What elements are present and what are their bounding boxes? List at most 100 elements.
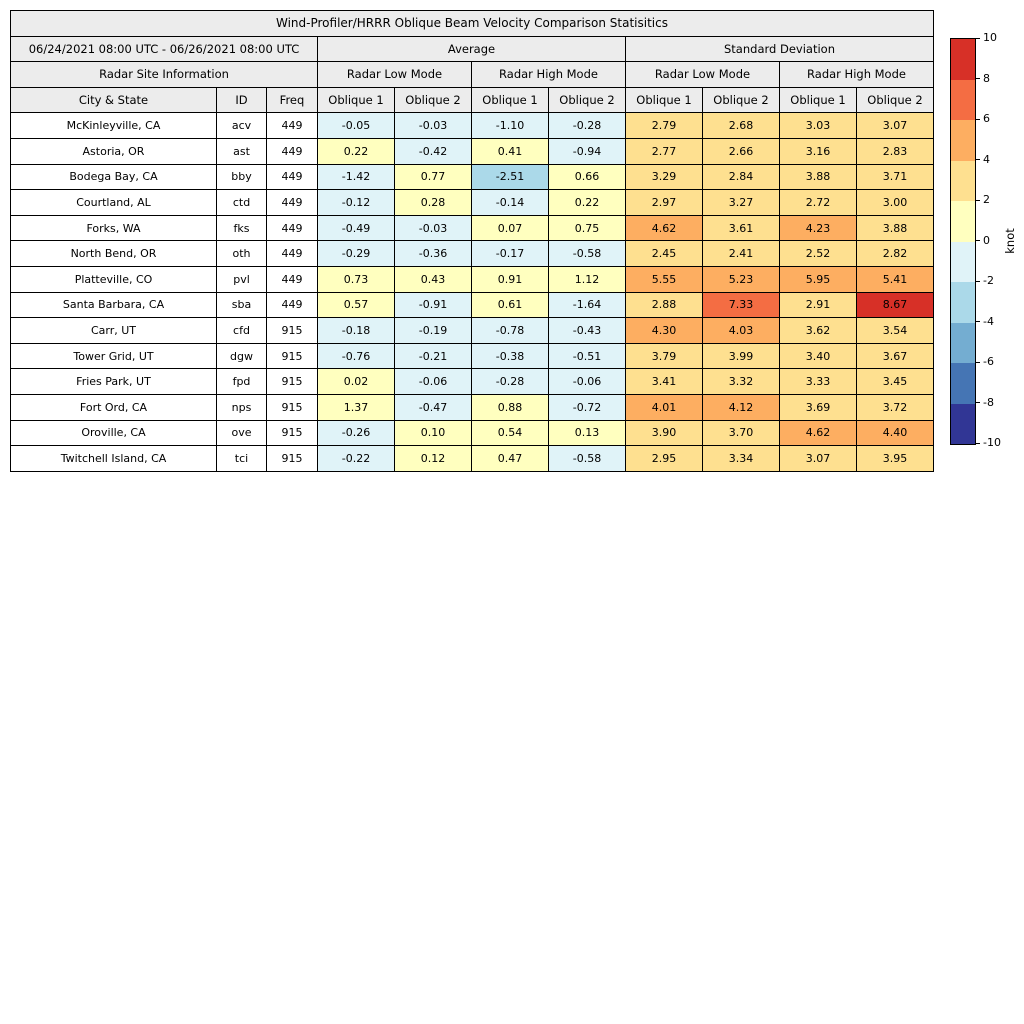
value-cell: -0.72 xyxy=(548,393,626,421)
id-cell: oth xyxy=(216,240,267,267)
value-cell: 3.61 xyxy=(702,214,780,242)
value-cell: 2.83 xyxy=(856,137,934,165)
table-row: Twitchell Island, CA tci 915 -0.22 0.12 0.47-… xyxy=(10,445,934,472)
value-cell: -0.21 xyxy=(394,342,472,370)
colorbar-unit-wrap: knot xyxy=(1002,38,1018,443)
value-cell: 2.88 xyxy=(625,291,703,319)
value-cell: -0.58 xyxy=(548,240,626,267)
oblique1-column-header: Oblique 1 xyxy=(625,86,703,114)
colorbar-band xyxy=(951,201,975,242)
colorbar-tick xyxy=(976,118,980,120)
value-cell: 3.41 xyxy=(625,368,703,395)
colorbar-tick-label: -6 xyxy=(983,355,994,368)
value-cell: -0.91 xyxy=(394,291,472,319)
id-cell: acv xyxy=(216,112,267,139)
value-cell: 0.12 xyxy=(394,445,472,472)
value-cell: 0.57 xyxy=(317,291,395,319)
colorbar-tick xyxy=(976,280,980,282)
value-cell: 3.40 xyxy=(779,342,857,370)
colorbar-tick-label: 2 xyxy=(983,193,990,206)
city-cell: Astoria, OR xyxy=(10,137,217,165)
value-cell: 2.97 xyxy=(625,189,703,216)
oblique2-column-header: Oblique 2 xyxy=(394,86,472,114)
value-cell: 4.62 xyxy=(625,214,703,242)
value-cell: 0.66 xyxy=(548,163,626,191)
group-header-row: 06/24/2021 08:00 UTC - 06/26/2021 08:00 … xyxy=(10,35,934,63)
value-cell: 7.33 xyxy=(702,291,780,319)
value-cell: 0.75 xyxy=(548,214,626,242)
id-cell: fks xyxy=(216,214,267,242)
std-group-header: Standard Deviation xyxy=(625,35,934,63)
value-cell: 3.07 xyxy=(779,445,857,472)
value-cell: 3.71 xyxy=(856,163,934,191)
value-cell: -0.29 xyxy=(317,240,395,267)
colorbar-tick xyxy=(976,240,980,241)
value-cell: 0.43 xyxy=(394,265,472,293)
table-row: Tower Grid, UT dgw 915 -0.76 -0.21 -0.38 -0.51… xyxy=(10,342,934,370)
value-cell: -0.78 xyxy=(471,317,549,344)
value-cell: -0.06 xyxy=(548,368,626,395)
city-cell: Santa Barbara, CA xyxy=(10,291,217,319)
city-cell: Courtland, AL xyxy=(10,189,217,216)
value-cell: -0.12 xyxy=(317,189,395,216)
value-cell: 0.07 xyxy=(471,214,549,242)
value-cell: 0.28 xyxy=(394,189,472,216)
oblique2-column-header: Oblique 2 xyxy=(702,86,780,114)
value-cell: 3.67 xyxy=(856,342,934,370)
value-cell: 4.23 xyxy=(779,214,857,242)
value-cell: 3.90 xyxy=(625,419,703,447)
id-column-header: ID xyxy=(216,86,267,114)
value-cell: -0.47 xyxy=(394,393,472,421)
value-cell: 2.91 xyxy=(779,291,857,319)
value-cell: 0.88 xyxy=(471,393,549,421)
freq-cell: 449 xyxy=(266,291,318,319)
colorbar-band xyxy=(951,403,975,444)
id-cell: nps xyxy=(216,393,267,421)
value-cell: 0.91 xyxy=(471,265,549,293)
table-row: Oroville, CA ove 915 -0.26 0.10 0.54 0.13 3.90 3… xyxy=(10,419,934,447)
value-cell: 1.12 xyxy=(548,265,626,293)
value-cell: -0.14 xyxy=(471,189,549,216)
value-cell: 4.03 xyxy=(702,317,780,344)
value-cell: 3.88 xyxy=(856,214,934,242)
city-cell: North Bend, OR xyxy=(10,240,217,267)
value-cell: -1.42 xyxy=(317,163,395,191)
value-cell: -0.42 xyxy=(394,137,472,165)
city-cell: Fries Park, UT xyxy=(10,368,217,395)
oblique1-column-header: Oblique 1 xyxy=(779,86,857,114)
table-row: Santa Barbara, CA sba 449 0.57 -0.91 0.61 -1.6… xyxy=(10,291,934,319)
value-cell: -0.18 xyxy=(317,317,395,344)
colorbar-band xyxy=(951,39,975,80)
colorbar-tick-label: 10 xyxy=(983,31,997,44)
table-row: Forks, WA fks 449 -0.49 -0.03 0.07 0.75 4.62 3.6… xyxy=(10,214,934,242)
value-cell: 2.84 xyxy=(702,163,780,191)
value-cell: 3.29 xyxy=(625,163,703,191)
colorbar-band xyxy=(951,79,975,120)
value-cell: 2.52 xyxy=(779,240,857,267)
value-cell: -0.38 xyxy=(471,342,549,370)
colorbar-tick xyxy=(976,402,980,403)
value-cell: 3.27 xyxy=(702,189,780,216)
freq-cell: 915 xyxy=(266,368,318,395)
value-cell: -0.49 xyxy=(317,214,395,242)
value-cell: 3.69 xyxy=(779,393,857,421)
value-cell: -0.03 xyxy=(394,214,472,242)
colorbar-band xyxy=(951,282,975,323)
value-cell: 0.02 xyxy=(317,368,395,395)
freq-cell: 915 xyxy=(266,419,318,447)
freq-cell: 449 xyxy=(266,214,318,242)
colorbar-tick-label: 4 xyxy=(983,152,990,166)
avg-high-mode-header: Radar High Mode xyxy=(471,61,626,88)
value-cell: 3.34 xyxy=(702,445,780,472)
colorbar-band xyxy=(951,241,975,282)
city-cell: Bodega Bay, CA xyxy=(10,163,217,191)
title-row: Wind-Profiler/HRRR Oblique Beam Velocity… xyxy=(10,10,934,37)
std-low-mode-header: Radar Low Mode xyxy=(625,61,780,88)
city-cell: Fort Ord, CA xyxy=(10,393,217,421)
colorbar-tick-label: -4 xyxy=(983,314,994,328)
value-cell: 0.41 xyxy=(471,137,549,165)
std-high-mode-header: Radar High Mode xyxy=(779,61,934,88)
value-cell: 3.33 xyxy=(779,368,857,395)
value-cell: 1.37 xyxy=(317,393,395,421)
value-cell: 3.72 xyxy=(856,393,934,421)
